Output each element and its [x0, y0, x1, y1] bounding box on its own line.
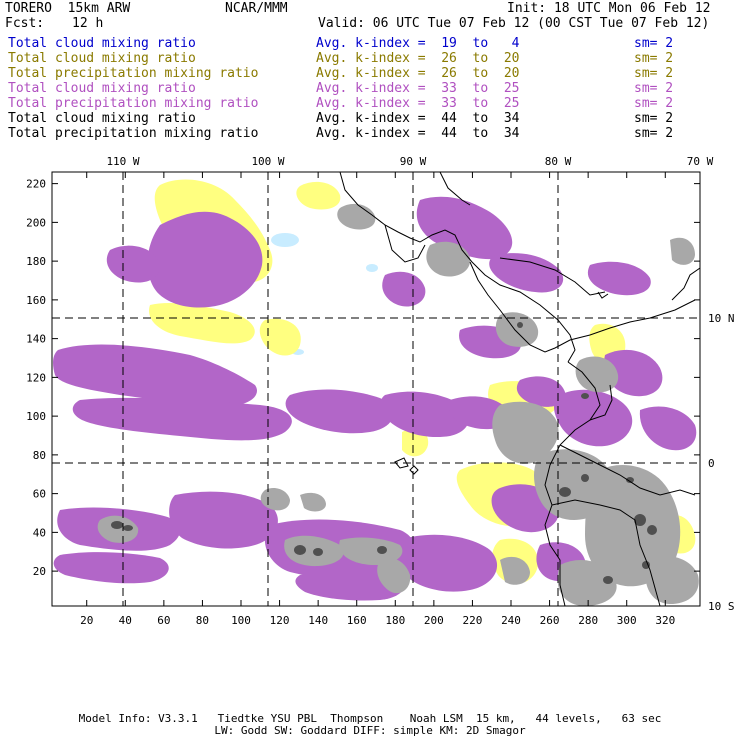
model-info-line1: Model Info: V3.3.1 Tiedtke YSU PBL Thomp…	[78, 712, 662, 725]
legend-k-index: Avg. k-index = 19 to 4	[316, 36, 520, 51]
dark-cloud-cores	[111, 322, 657, 584]
legend-smoothing: sm= 2	[634, 36, 674, 51]
y-tick-label: 220	[26, 178, 46, 191]
legend-k-index: Avg. k-index = 33 to 25	[316, 96, 520, 111]
legend-smoothing: sm= 2	[634, 81, 674, 96]
legend-k-index: Avg. k-index = 44 to 34	[316, 126, 520, 141]
longitude-label: 110 W	[106, 155, 139, 168]
x-tick-label: 320	[655, 614, 675, 627]
legend-row: Total precipitation mixing ratio Avg. k-i…	[8, 126, 732, 141]
cloud-field	[53, 172, 700, 606]
legend-k-index: Avg. k-index = 26 to 20	[316, 66, 520, 81]
legend-row: Total cloud mixing ratio Avg. k-index = 4…	[8, 111, 732, 126]
x-tick-label: 40	[119, 614, 132, 627]
latitude-label: 10 S	[708, 600, 735, 613]
legend-row: Total cloud mixing ratio Avg. k-index = 1…	[8, 36, 732, 51]
y-axis: 220 200 180 160 140 120 100 80 60 40 20	[26, 178, 700, 578]
gray-cloud-patches	[97, 203, 699, 606]
x-tick-label: 60	[157, 614, 170, 627]
legend-smoothing: sm= 2	[634, 111, 674, 126]
latitude-labels: 10 N 0 10 S	[708, 312, 735, 613]
legend-smoothing: sm= 2	[634, 126, 674, 141]
legend-row: Total precipitation mixing ratio Avg. k-i…	[8, 96, 732, 111]
x-tick-label: 80	[196, 614, 209, 627]
latitude-label: 0	[708, 457, 715, 470]
legend-k-index: Avg. k-index = 33 to 25	[316, 81, 520, 96]
x-tick-label: 160	[347, 614, 367, 627]
legend-field: Total precipitation mixing ratio	[8, 66, 259, 81]
longitude-label: 70 W	[687, 155, 714, 168]
x-tick-label: 300	[617, 614, 637, 627]
y-tick-label: 40	[33, 526, 46, 539]
legend-k-index: Avg. k-index = 44 to 34	[316, 111, 520, 126]
x-axis: 20 40 60 80 100 120 140 160 180 200 220 240 260 280 30…	[80, 172, 675, 627]
y-tick-label: 60	[33, 488, 46, 501]
x-tick-label: 100	[231, 614, 251, 627]
x-tick-label: 240	[501, 614, 521, 627]
y-tick-label: 160	[26, 294, 46, 307]
legend-field: Total cloud mixing ratio	[8, 36, 196, 51]
longitude-label: 100 W	[251, 155, 284, 168]
x-tick-label: 20	[80, 614, 93, 627]
y-tick-label: 100	[26, 410, 46, 423]
legend-field: Total precipitation mixing ratio	[8, 126, 259, 141]
x-tick-label: 140	[308, 614, 328, 627]
x-tick-label: 220	[462, 614, 482, 627]
model-info-line2: LW: Godd SW: Goddard DIFF: simple KM: 2D…	[214, 724, 526, 737]
x-tick-label: 180	[385, 614, 405, 627]
legend-row: Total precipitation mixing ratio Avg. k-i…	[8, 66, 732, 81]
x-tick-label: 120	[270, 614, 290, 627]
model-title: TORERO 15km ARW	[5, 1, 131, 16]
x-tick-label: 200	[424, 614, 444, 627]
legend-smoothing: sm= 2	[634, 96, 674, 111]
map-frame	[51, 171, 701, 607]
forecast-label: Fcst:	[5, 16, 45, 31]
center-label: NCAR/MMM	[225, 1, 288, 16]
y-tick-label: 180	[26, 255, 46, 268]
coastlines	[339, 172, 700, 606]
legend-smoothing: sm= 2	[634, 66, 674, 81]
longitude-label: 90 W	[400, 155, 427, 168]
valid-time: Valid: 06 UTC Tue 07 Feb 12 (00 CST Tue …	[318, 16, 710, 31]
y-tick-label: 20	[33, 565, 46, 578]
graticule	[52, 172, 700, 606]
legend-k-index: Avg. k-index = 26 to 20	[316, 51, 520, 66]
legend-field: Total cloud mixing ratio	[8, 111, 196, 126]
legend-smoothing: sm= 2	[634, 51, 674, 66]
longitude-labels: 110 W 100 W 90 W 80 W 70 W	[106, 155, 713, 168]
y-tick-label: 140	[26, 333, 46, 346]
x-tick-label: 260	[540, 614, 560, 627]
latitude-label: 10 N	[708, 312, 735, 325]
legend-row: Total cloud mixing ratio Avg. k-index = 2…	[8, 51, 732, 66]
y-tick-label: 80	[33, 449, 46, 462]
x-tick-label: 280	[578, 614, 598, 627]
legend-field: Total precipitation mixing ratio	[8, 96, 259, 111]
forecast-hours: 12 h	[72, 16, 104, 31]
longitude-label: 80 W	[545, 155, 572, 168]
legend-field: Total cloud mixing ratio	[8, 51, 196, 66]
y-tick-label: 200	[26, 216, 46, 229]
init-time: Init: 18 UTC Mon 06 Feb 12	[507, 1, 711, 16]
legend-row: Total cloud mixing ratio Avg. k-index = 3…	[8, 81, 732, 96]
legend-field: Total cloud mixing ratio	[8, 81, 196, 96]
y-tick-label: 120	[26, 371, 46, 384]
